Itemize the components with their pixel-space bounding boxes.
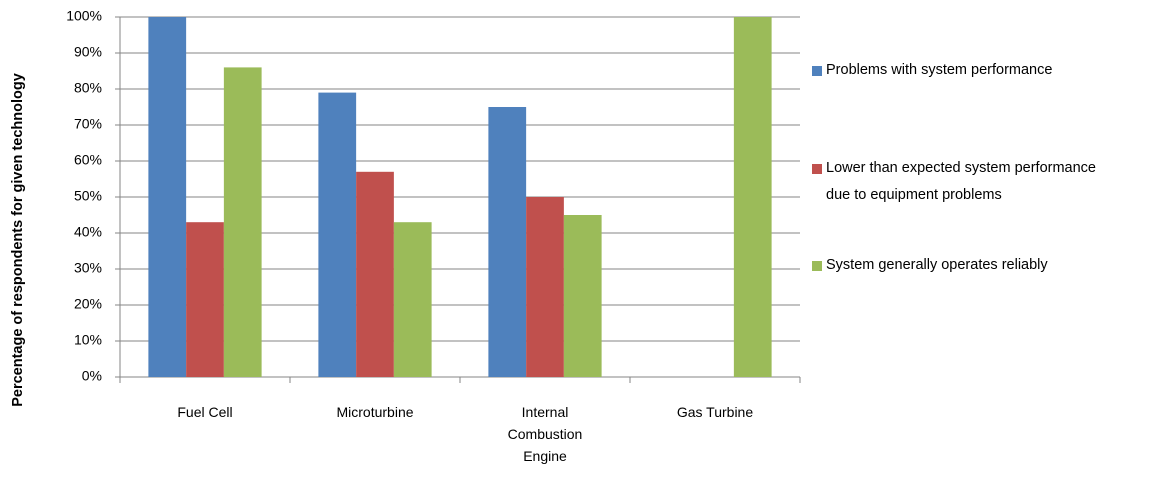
- x-tick-label: Internal Combustion Engine: [507, 404, 583, 464]
- bar: [318, 92, 357, 377]
- x-tick-label: Microturbine: [336, 404, 414, 420]
- bar: [526, 197, 564, 377]
- bar: [186, 222, 224, 377]
- y-tick-label: 0%: [82, 368, 102, 384]
- bar: [393, 222, 432, 377]
- legend-label: Lower than expected system performance d…: [826, 160, 1096, 203]
- y-tick-label: 30%: [74, 260, 102, 276]
- y-tick-label: 80%: [74, 80, 102, 96]
- y-tick-label: 50%: [74, 188, 102, 204]
- legend-swatch: [812, 261, 822, 271]
- y-tick-label: 70%: [74, 116, 102, 132]
- legend-swatch: [812, 164, 822, 174]
- y-axis-title: Percentage of respondents for given tech…: [10, 73, 26, 407]
- legend-swatch: [812, 66, 822, 76]
- bar: [733, 17, 772, 377]
- y-tick-label: 40%: [74, 224, 102, 240]
- y-tick-label: 20%: [74, 296, 102, 312]
- bar: [488, 107, 527, 377]
- bar: [223, 67, 262, 378]
- legend-item: Lower than expected system performance d…: [812, 155, 1112, 209]
- legend-label: System generally operates reliably: [826, 257, 1048, 273]
- legend-label: Problems with system performance: [826, 62, 1053, 78]
- y-tick-label: 100%: [66, 8, 102, 24]
- y-tick-label: 10%: [74, 332, 102, 348]
- bar: [563, 215, 602, 377]
- x-tick-label: Fuel Cell: [177, 404, 233, 420]
- y-tick-label: 90%: [74, 44, 102, 60]
- legend-item: Problems with system performance: [812, 57, 1112, 84]
- y-tick-label: 60%: [74, 152, 102, 168]
- bar: [356, 171, 394, 377]
- x-tick-label: Gas Turbine: [676, 404, 754, 420]
- bar: [148, 17, 187, 377]
- legend-item: System generally operates reliably: [812, 252, 1112, 279]
